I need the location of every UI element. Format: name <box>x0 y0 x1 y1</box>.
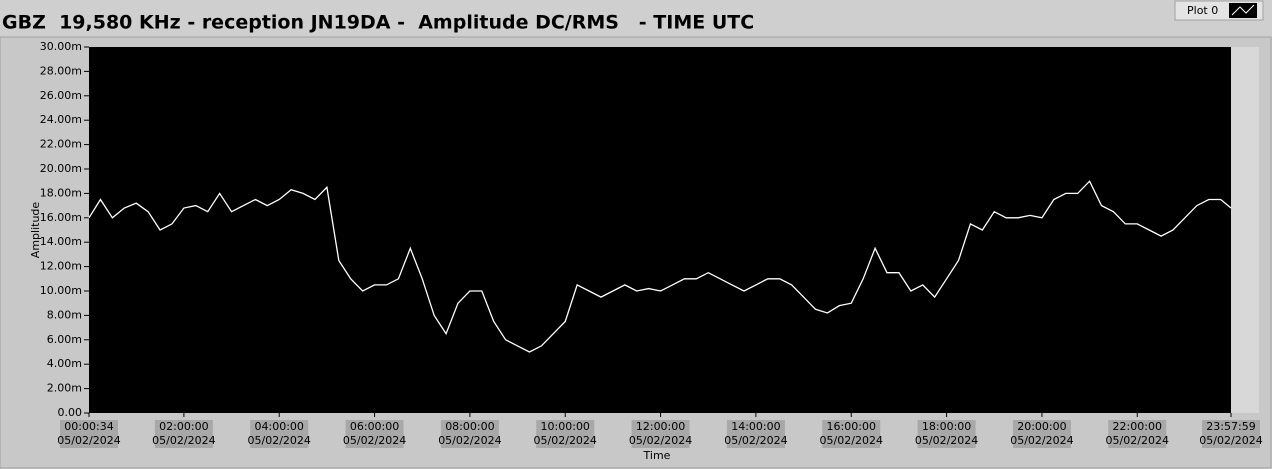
y-tick-label: 4.00m <box>47 357 82 370</box>
legend-label: Plot 0 <box>1187 4 1218 17</box>
x-tick-label: 22:00:00 <box>1113 420 1162 433</box>
y-tick-label: 8.00m <box>47 308 82 321</box>
x-tick-label: 00:00:34 <box>64 420 113 433</box>
x-tick-date: 05/02/2024 <box>57 434 120 447</box>
x-tick-label: 16:00:00 <box>827 420 876 433</box>
x-tick-label-bg <box>154 420 213 448</box>
x-tick-date: 05/02/2024 <box>248 434 311 447</box>
x-tick-label-bg <box>345 420 404 448</box>
y-tick-label: 30.00m <box>40 40 82 53</box>
y-tick-label: 6.00m <box>47 333 82 346</box>
y-tick-label: 26.00m <box>40 89 82 102</box>
legend-line <box>1231 4 1255 16</box>
data-line <box>88 180 1232 353</box>
x-axis-label: Time <box>643 449 671 462</box>
x-tick-date: 05/02/2024 <box>1010 434 1073 447</box>
x-tick-label-bg <box>726 420 785 448</box>
x-tick-label-bg <box>917 420 976 448</box>
x-tick-date: 05/02/2024 <box>629 434 692 447</box>
x-tick-label: 14:00:00 <box>731 420 780 433</box>
chart-title: GBZ 19,580 KHz - reception JN19DA - Ampl… <box>2 12 754 34</box>
y-tick-label: 16.00m <box>40 211 82 224</box>
y-tick-label: 22.00m <box>40 138 82 151</box>
x-tick-label: 23:57:59 <box>1206 420 1255 433</box>
x-tick-date: 05/02/2024 <box>1106 434 1169 447</box>
x-tick-label-bg <box>60 420 118 448</box>
x-tick-label-bg <box>536 420 595 448</box>
y-tick-label: 10.00m <box>40 284 82 297</box>
x-tick-date: 05/02/2024 <box>343 434 406 447</box>
x-tick-date: 05/02/2024 <box>1199 434 1262 447</box>
x-tick-date: 05/02/2024 <box>915 434 978 447</box>
y-tick-label: 20.00m <box>40 162 82 175</box>
y-tick-label: 12.00m <box>40 260 82 273</box>
y-axis-label: Amplitude <box>29 202 42 259</box>
x-tick-label: 20:00:00 <box>1017 420 1066 433</box>
y-tick-label: 14.00m <box>40 235 82 248</box>
x-tick-label-bg <box>631 420 690 448</box>
x-tick-date: 05/02/2024 <box>724 434 787 447</box>
y-tick-label: 2.00m <box>47 382 82 395</box>
x-tick-label-bg <box>1108 420 1167 448</box>
x-tick-date: 05/02/2024 <box>152 434 215 447</box>
x-tick-date: 05/02/2024 <box>438 434 501 447</box>
x-tick-label: 18:00:00 <box>922 420 971 433</box>
x-tick-label-bg <box>1202 420 1260 448</box>
y-tick-label: 24.00m <box>40 113 82 126</box>
y-tick-label: 0.00 <box>58 406 83 419</box>
x-tick-label: 10:00:00 <box>541 420 590 433</box>
x-tick-label: 12:00:00 <box>636 420 685 433</box>
x-tick-label-bg <box>440 420 499 448</box>
x-tick-label: 06:00:00 <box>350 420 399 433</box>
x-tick-label: 08:00:00 <box>445 420 494 433</box>
y-tick-label: 18.00m <box>40 186 82 199</box>
x-tick-label: 04:00:00 <box>255 420 304 433</box>
x-tick-label-bg <box>822 420 881 448</box>
x-tick-label: 02:00:00 <box>159 420 208 433</box>
x-tick-date: 05/02/2024 <box>820 434 883 447</box>
x-tick-label-bg <box>1012 420 1071 448</box>
y-tick-label: 28.00m <box>40 64 82 77</box>
plot-area <box>89 47 1231 413</box>
x-tick-date: 05/02/2024 <box>534 434 597 447</box>
x-tick-label-bg <box>250 420 309 448</box>
side-strip <box>1231 47 1259 413</box>
